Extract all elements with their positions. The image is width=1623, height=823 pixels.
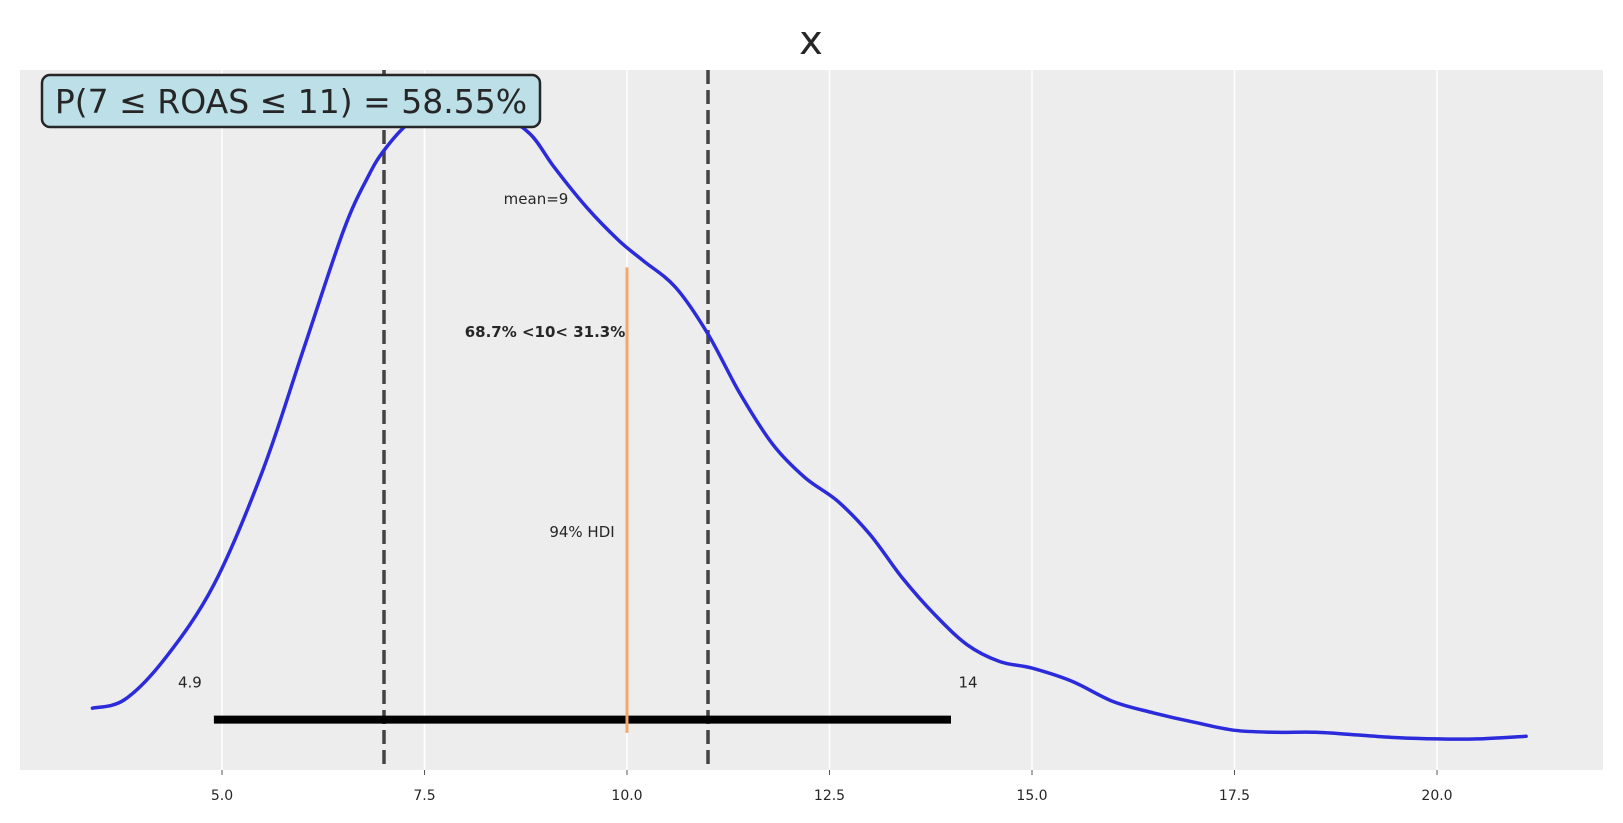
x-tick-label: 20.0	[1421, 788, 1452, 804]
hdi-high-label: 14	[958, 674, 977, 692]
plot-area	[20, 70, 1603, 770]
x-tick-label: 17.5	[1219, 788, 1250, 804]
x-tick-label: 5.0	[211, 788, 233, 804]
interval-lines	[382, 70, 710, 770]
mean-label: mean=9	[504, 190, 569, 208]
x-tick-label: 10.0	[611, 788, 642, 804]
x-tick-label: 12.5	[814, 788, 845, 804]
probability-box-text: P(7 ≤ ROAS ≤ 11) = 58.55%	[55, 82, 527, 121]
x-tick-label: 7.5	[413, 788, 435, 804]
chart-title: x	[799, 18, 823, 64]
probability-box: P(7 ≤ ROAS ≤ 11) = 58.55%	[40, 73, 542, 129]
density-curve	[90, 108, 1528, 741]
x-axis-ticks: 5.0 7.5 10.0 12.5 15.0 17.5 20.0	[211, 770, 1453, 804]
probability-box-background	[40, 73, 542, 129]
hdi-label: 94% HDI	[549, 523, 614, 541]
reference-probability-label: 68.7% <10< 31.3%	[465, 323, 626, 341]
x-tick-label: 15.0	[1016, 788, 1047, 804]
hdi-low-label: 4.9	[178, 674, 202, 692]
